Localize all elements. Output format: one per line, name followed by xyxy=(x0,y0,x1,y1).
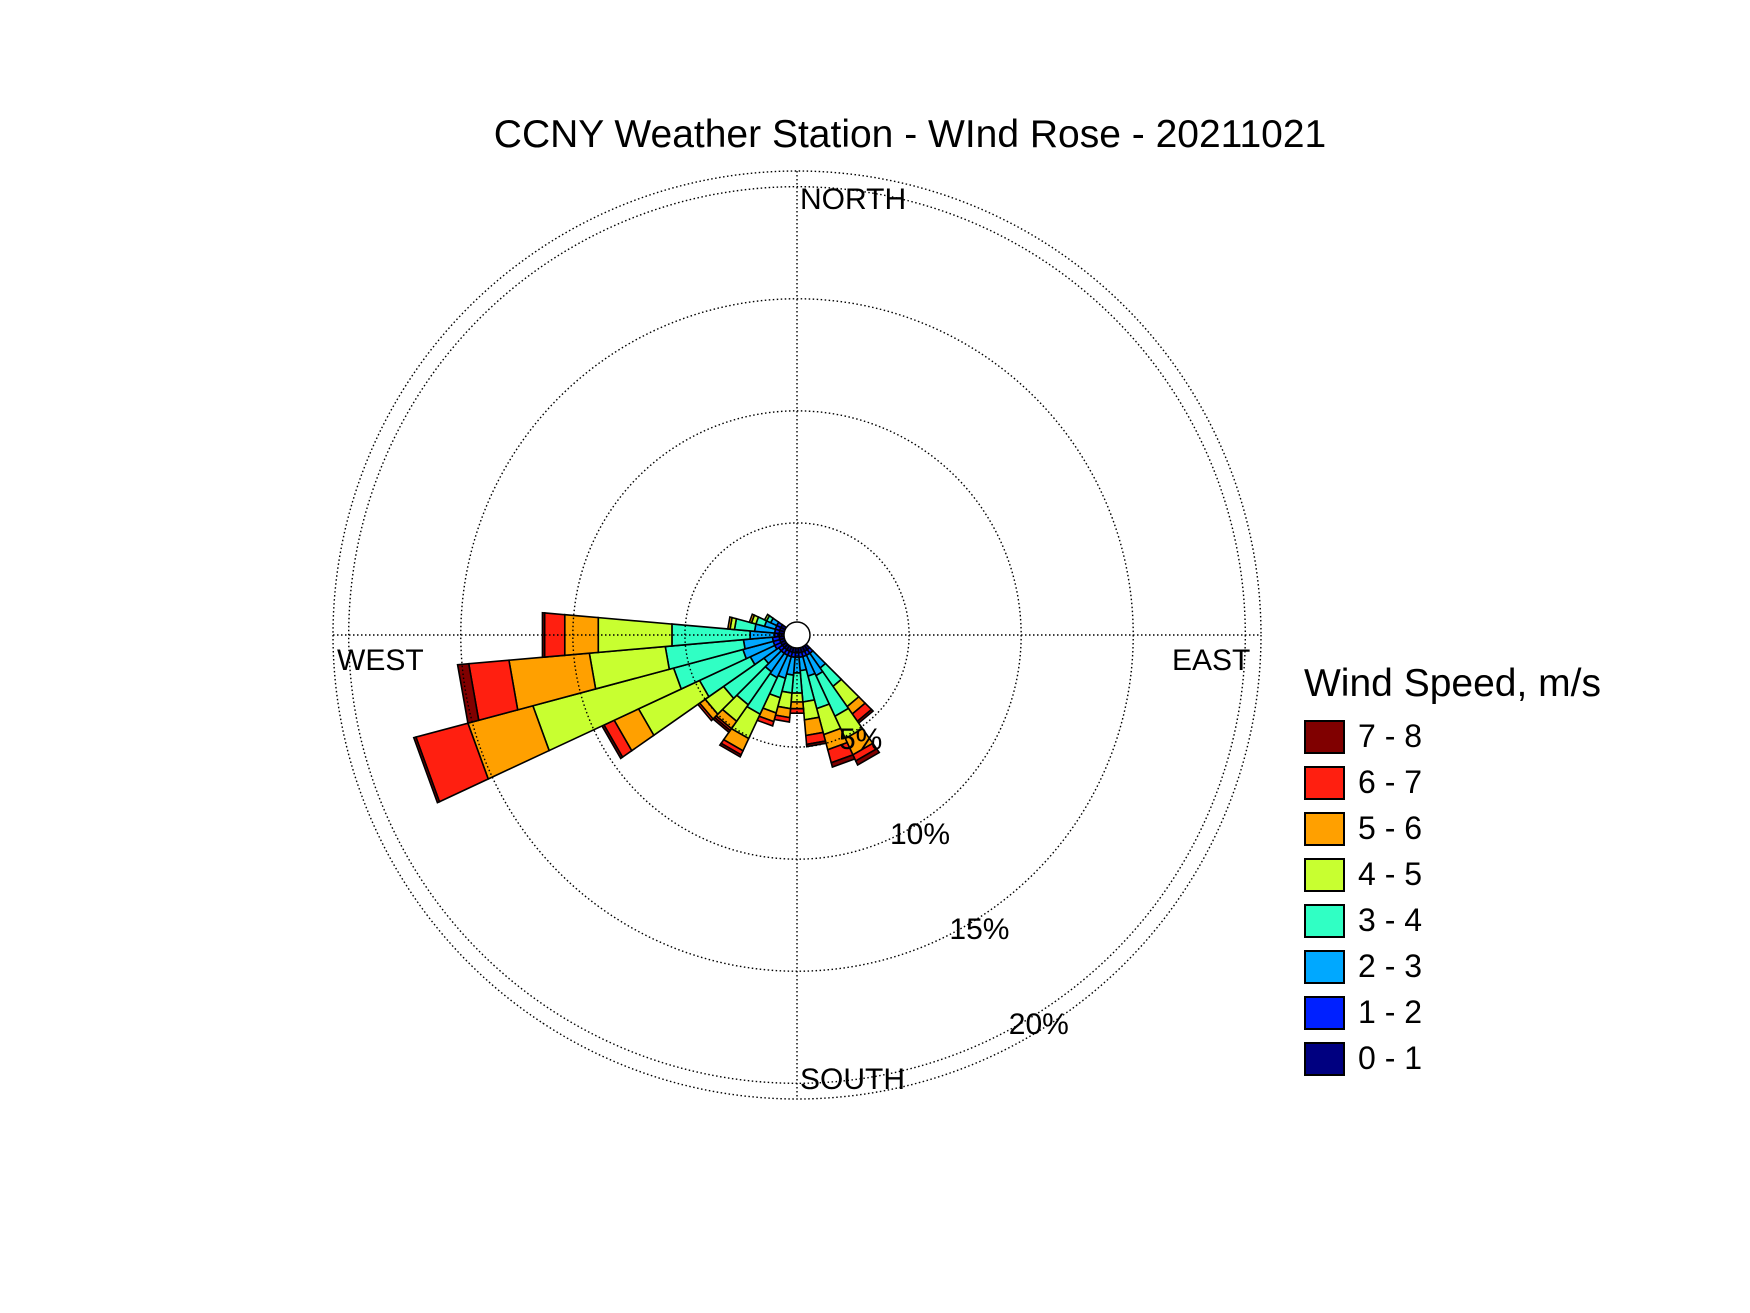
legend-entry: 1 - 2 xyxy=(1304,992,1601,1038)
legend-swatch xyxy=(1304,1042,1345,1076)
sector-260-bin-7 xyxy=(456,662,480,725)
legend-entry: 0 - 1 xyxy=(1304,1038,1601,1084)
direction-label-south: SOUTH xyxy=(800,1063,905,1096)
sector-170-bin-7 xyxy=(805,740,828,748)
legend-label: 7 - 8 xyxy=(1358,718,1423,754)
legend-swatch xyxy=(1304,766,1345,800)
sector-240 xyxy=(600,634,798,760)
sector-160-bin-7 xyxy=(830,753,856,769)
legend-swatch xyxy=(1304,996,1345,1030)
radial-tick-label-15: 15% xyxy=(949,913,1009,946)
sector-260 xyxy=(456,634,798,725)
sector-250-bin-7 xyxy=(412,736,441,804)
sector-180 xyxy=(789,634,805,714)
legend-entry: 5 - 6 xyxy=(1304,808,1601,854)
legend-label: 2 - 3 xyxy=(1358,948,1423,984)
legend: Wind Speed, m/s 7 - 8 6 - 7 5 - 6 4 - 5 3 - … xyxy=(1304,662,1601,1084)
legend-label: 4 - 5 xyxy=(1358,856,1423,892)
sector-280-bin-5 xyxy=(726,616,733,630)
sector-210-bin-7 xyxy=(718,742,743,759)
sector-150-bin-7 xyxy=(854,747,881,767)
legend-label: 3 - 4 xyxy=(1358,902,1423,938)
radial-tick-labels: 5% 10% 15% 20% xyxy=(839,723,1069,1041)
sector-300-bin-4 xyxy=(763,613,771,622)
legend-swatch xyxy=(1304,720,1345,754)
legend-entry: 6 - 7 xyxy=(1304,762,1601,808)
legend-entries: 7 - 8 6 - 7 5 - 6 4 - 5 3 - 4 2 - 3 1 - 2 0 - 1 xyxy=(1304,716,1601,1084)
sector-270-bin-7 xyxy=(541,611,546,659)
legend-label: 1 - 2 xyxy=(1358,994,1423,1030)
legend-label: 5 - 6 xyxy=(1358,810,1423,846)
legend-swatch xyxy=(1304,812,1345,846)
polar-grid xyxy=(332,170,1262,1100)
sector-290-bin-5 xyxy=(748,613,756,624)
sector-180-bin-4 xyxy=(790,692,804,703)
legend-swatch xyxy=(1304,904,1345,938)
sector-230 xyxy=(696,634,798,722)
legend-entry: 4 - 5 xyxy=(1304,854,1601,900)
radial-tick-label-10: 10% xyxy=(890,818,950,851)
legend-entry: 3 - 4 xyxy=(1304,900,1601,946)
chart-title: CCNY Weather Station - WInd Rose - 20211… xyxy=(493,113,1327,156)
wind-sectors xyxy=(412,611,881,804)
sector-250 xyxy=(412,634,798,804)
sector-220 xyxy=(711,634,798,734)
legend-entry: 2 - 3 xyxy=(1304,946,1601,992)
legend-label: 6 - 7 xyxy=(1358,764,1423,800)
direction-label-north: NORTH xyxy=(800,183,906,216)
direction-label-west: WEST xyxy=(337,644,424,677)
direction-label-east: EAST xyxy=(1172,644,1250,677)
legend-label: 0 - 1 xyxy=(1358,1040,1423,1076)
center-hole xyxy=(783,621,811,649)
legend-swatch xyxy=(1304,858,1345,892)
legend-entry: 7 - 8 xyxy=(1304,716,1601,762)
radial-tick-label-5: 5% xyxy=(839,723,882,756)
legend-title: Wind Speed, m/s xyxy=(1304,662,1601,705)
radial-tick-label-20: 20% xyxy=(1009,1008,1069,1041)
legend-swatch xyxy=(1304,950,1345,984)
